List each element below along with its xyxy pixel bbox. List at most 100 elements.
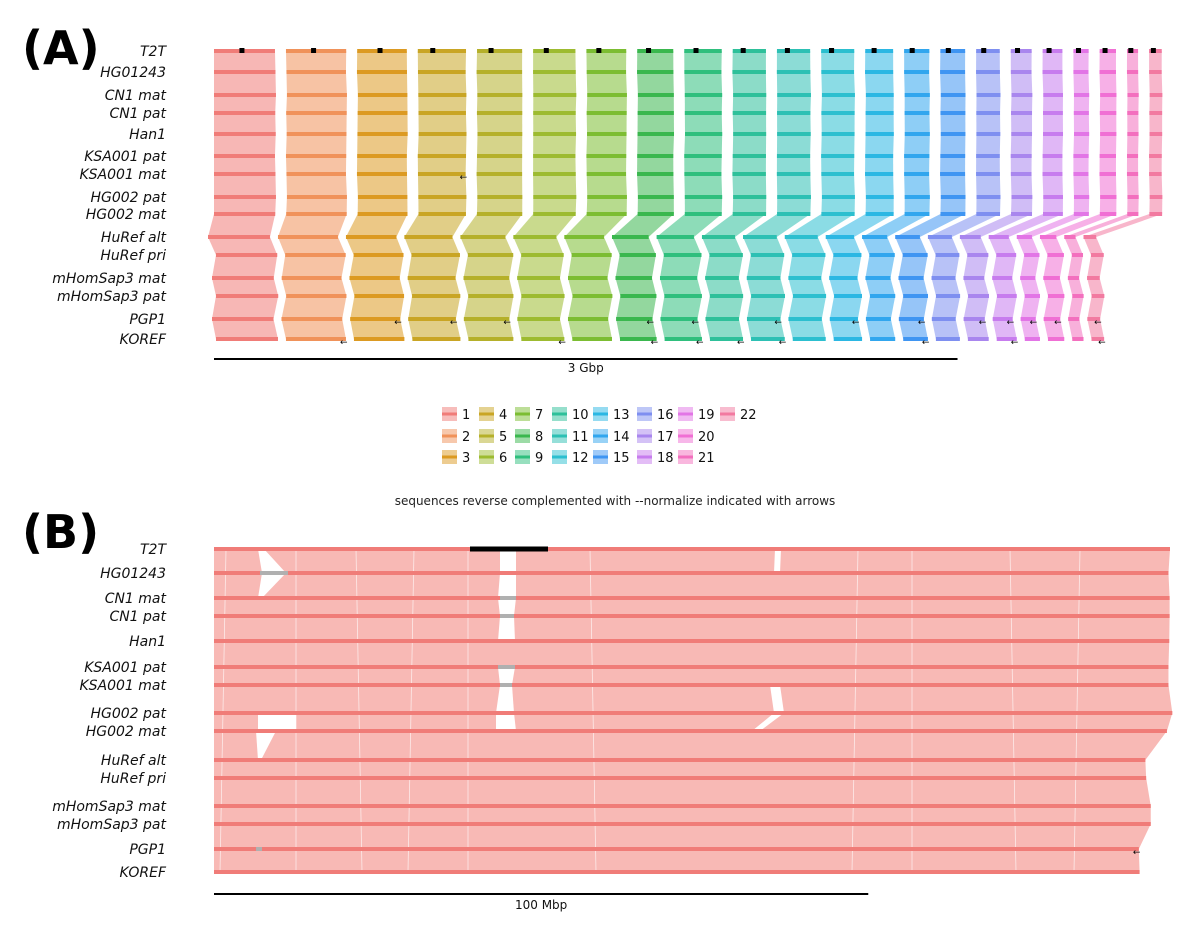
bar-a-ksa001-pat-chr18 (1042, 154, 1063, 158)
bar-a-hg002-pat-chr7 (587, 195, 627, 199)
bar-a-mhomsap3-pat-chr2 (286, 294, 347, 298)
t2t-centromere-b (470, 546, 548, 552)
bar-a-mhomsap3-mat-chr2 (281, 276, 342, 280)
ribbon-a-chr18-cn1-mat (1043, 95, 1063, 113)
bar-a-huref-pri-chr22 (1091, 253, 1104, 257)
bar-a-hg01243-chr2 (286, 70, 346, 74)
ribbon-a-chr6-cn1-pat (533, 113, 577, 134)
ribbon-a-chr6-hg002-pat (533, 197, 577, 214)
ribbon-a-chr5-ksa001-mat (476, 174, 523, 197)
ribbon-a-chr5-mhomsap3-pat (463, 296, 514, 319)
genome-label-b-ksa001-mat: KSA001 mat (79, 678, 166, 694)
ribbon-b-cn1-pat (214, 616, 1170, 641)
bar-a-mhomsap3-mat-chr22 (1087, 276, 1100, 280)
legend-swatch-line-20 (678, 434, 693, 438)
ribbon-a-chr13-huref-pri (829, 255, 862, 278)
legend-label-9: 9 (535, 451, 543, 466)
bar-a-koref-chr9 (664, 337, 702, 341)
ribbon-a-chr22-cn1-pat (1149, 113, 1163, 134)
bar-a-mhomsap3-mat-chr14 (865, 276, 891, 280)
bar-a-ksa001-mat-chr3 (356, 172, 407, 176)
bar-a-han1-chr8 (637, 132, 675, 136)
ribbon-a-chr14-cn1-mat (904, 95, 930, 113)
t2t-mark-chr8 (646, 48, 652, 53)
ribbon-a-chr17-ksa001-mat (1010, 174, 1033, 197)
bar-a-hg002-pat-chr14 (904, 195, 930, 199)
bar-a-koref-chr8 (619, 337, 657, 341)
bar-a-huref-alt-chr17 (959, 235, 981, 239)
t2t-mark-chr17 (1015, 48, 1021, 53)
ribbon-a-chr13-mhomsap3-mat (829, 278, 862, 296)
bar-a-cn1-pat-chr9 (684, 111, 722, 115)
bar-a-cn1-pat-chr8 (637, 111, 674, 115)
bar-a-huref-alt-chr18 (988, 235, 1009, 239)
ribbon-a-chr8-cn1-pat (637, 113, 675, 134)
breakpoint-line-b-9 (1009, 548, 1017, 873)
bar-a-mhomsap3-mat-chr8 (615, 276, 652, 280)
bar-a-ksa001-mat-chr1 (214, 172, 276, 176)
ribbon-a-chr3-ksa001-pat (356, 156, 407, 174)
rc-arrow-a-pgp1-chr4: ← (450, 318, 458, 328)
bar-a-han1-chr1 (214, 132, 276, 136)
bar-b-hg002-mat (214, 729, 1167, 733)
ribbon-a-chr4-mhomsap3-mat (407, 278, 461, 296)
ribbon-a-chr14-huref-alt (862, 237, 895, 255)
bar-a-t2t-chr17 (1010, 49, 1032, 53)
bar-a-koref-chr11 (751, 337, 785, 341)
ribbon-a-chr16-t2t (976, 51, 1000, 72)
panel-a-label: (A) (22, 21, 100, 75)
genome-label-b-hg002-mat: HG002 mat (86, 724, 167, 740)
bar-a-mhomsap3-pat-chr15 (903, 294, 929, 298)
bar-a-t2t-chr4 (417, 49, 467, 53)
bar-a-mhomsap3-pat-chr16 (936, 294, 961, 298)
bar-a-ksa001-mat-chr17 (1010, 172, 1032, 176)
ribbon-a-chr11-cn1-pat (777, 113, 811, 134)
ribbon-a-chr20-pgp1 (1043, 319, 1065, 339)
bar-b-cn1-mat (214, 596, 1170, 600)
bar-a-cn1-pat-chr6 (533, 111, 576, 115)
bar-a-pgp1-chr14 (865, 317, 891, 321)
bar-a-hg002-pat-chr19 (1073, 195, 1090, 199)
ribbon-a-chr17-hg002-mat (959, 214, 1033, 237)
legend-swatch-line-14 (593, 434, 608, 438)
bar-a-mhomsap3-mat-chr20 (1043, 276, 1060, 280)
legend-swatch-line-13 (593, 412, 608, 416)
legend-label-4: 4 (499, 408, 507, 423)
ribbon-a-chr9-hg01243 (684, 72, 723, 95)
bar-a-hg002-mat-chr9 (684, 212, 722, 216)
ribbon-a-chr14-hg002-pat (904, 197, 930, 214)
ribbon-a-chr8-mhomsap3-mat (615, 278, 657, 296)
legend-label-21: 21 (698, 451, 715, 466)
bar-a-hg002-pat-chr20 (1100, 195, 1117, 199)
bar-a-huref-alt-chr19 (1016, 235, 1032, 239)
ribbon-a-chr1-cn1-mat (214, 95, 276, 113)
bar-a-koref-chr3 (353, 337, 405, 341)
bar-a-cn1-mat-chr7 (587, 93, 627, 97)
gap-wedge-b-11 (770, 685, 784, 713)
ribbon-a-chr21-mhomsap3-pat (1068, 296, 1084, 319)
ribbon-a-chr17-huref-alt (959, 237, 989, 255)
ribbon-a-chr7-han1 (586, 134, 627, 156)
breakpoint-line-b-10 (1073, 548, 1081, 873)
bar-a-mhomsap3-pat-chr7 (572, 294, 613, 298)
bar-a-ksa001-pat-chr19 (1073, 154, 1089, 158)
bar-a-cn1-mat-chr15 (940, 93, 966, 97)
legend-swatch-line-11 (552, 434, 567, 438)
bar-a-huref-pri-chr4 (411, 253, 460, 257)
bar-a-huref-alt-chr2 (277, 235, 338, 239)
ribbon-a-chr18-hg01243 (1042, 72, 1063, 95)
bar-a-mhomsap3-mat-chr5 (463, 276, 510, 280)
legend-swatch-line-15 (593, 455, 608, 459)
ribbon-a-chr9-mhomsap3-mat (659, 278, 702, 296)
ribbon-a-chr6-cn1-mat (533, 95, 577, 113)
bar-a-cn1-pat-chr15 (940, 111, 966, 115)
bar-a-cn1-mat-chr21 (1127, 93, 1139, 97)
panel-a-chart: T2T HG01243 CN1 mat CN1 pat Han1 KSA001 pat KS… (52, 44, 1163, 375)
rc-arrow-a-koref-chr6: ← (558, 338, 566, 348)
ribbon-a-chr2-pgp1 (281, 319, 346, 339)
bar-a-mhomsap3-mat-chr7 (567, 276, 608, 280)
legend-label-19: 19 (698, 408, 715, 423)
ribbon-a-chr19-pgp1 (1020, 319, 1040, 339)
bar-a-hg002-pat-chr12 (821, 195, 855, 199)
